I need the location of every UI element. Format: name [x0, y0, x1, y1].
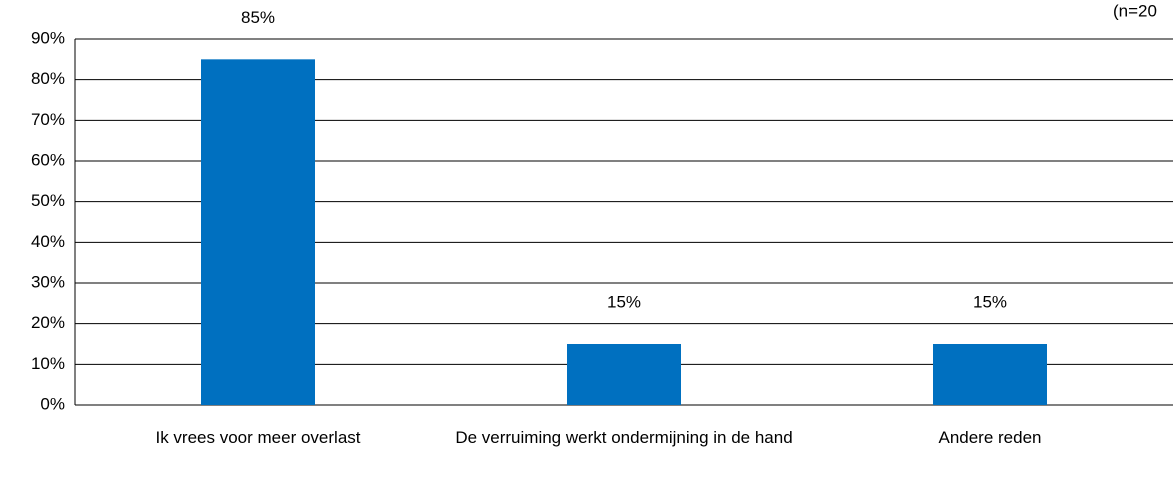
value-label: 85% [241, 8, 275, 27]
y-tick-label: 70% [31, 110, 65, 129]
y-tick-label: 80% [31, 69, 65, 88]
x-tick-label: De verruiming werkt ondermijning in de h… [455, 428, 793, 447]
y-tick-label: 40% [31, 232, 65, 251]
bar [567, 344, 681, 405]
y-tick-label: 50% [31, 191, 65, 210]
x-tick-label: Andere reden [938, 428, 1042, 447]
y-tick-label: 0% [40, 394, 65, 413]
y-tick-label: 20% [31, 313, 65, 332]
y-tick-label: 60% [31, 150, 65, 169]
value-label: 15% [607, 292, 641, 311]
y-tick-label: 30% [31, 272, 65, 291]
bar [201, 59, 315, 405]
y-tick-label: 10% [31, 354, 65, 373]
y-tick-label: 90% [31, 28, 65, 47]
bar [933, 344, 1047, 405]
value-label: 15% [973, 292, 1007, 311]
annotation: (n=20 [1113, 1, 1157, 20]
x-tick-label: Ik vrees voor meer overlast [155, 428, 361, 447]
